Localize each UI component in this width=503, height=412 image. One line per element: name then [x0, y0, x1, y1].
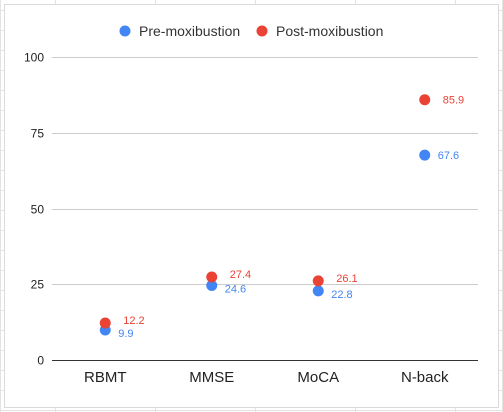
- y-axis-ticks: 0 25 50 75 100: [24, 51, 44, 368]
- gridlines: [52, 57, 478, 361]
- x-axis-ticks: RBMT MMSE MoCA N-back: [84, 369, 449, 386]
- data-labels: 9.912.2 24.6 27.4 22.8 26.1 67.6 85.9: [118, 95, 464, 340]
- legend-marker: [119, 25, 131, 37]
- legend-label: Pre-moxibustion: [139, 23, 240, 39]
- y-tick-label: 50: [31, 203, 45, 217]
- data-point-pre: [419, 149, 431, 161]
- data-point-post: [99, 317, 111, 329]
- data-label-pre: 22.8: [331, 289, 352, 301]
- x-tick-label: MoCA: [297, 369, 339, 386]
- y-tick-label: 25: [31, 278, 45, 292]
- data-label-post: 85.9: [443, 95, 464, 107]
- y-tick-label: 100: [24, 51, 44, 65]
- legend-label: Post-moxibustion: [276, 23, 383, 39]
- x-tick-label: MMSE: [189, 369, 234, 386]
- legend-marker: [256, 25, 268, 37]
- y-tick-label: 0: [37, 354, 44, 368]
- data-label-post: 12.2: [123, 315, 144, 327]
- data-point-post: [312, 275, 324, 287]
- x-tick-label: N-back: [401, 369, 449, 386]
- data-label-post: 27.4: [230, 269, 251, 281]
- data-label-pre: 24.6: [225, 283, 246, 295]
- data-label-pre: 9.9: [118, 328, 133, 340]
- data-label-pre: 67.6: [438, 150, 459, 162]
- data-point-pre: [206, 279, 218, 291]
- legend: Pre-moxibustion Post-moxibustion: [119, 23, 383, 39]
- data-label-post: 26.1: [336, 273, 357, 285]
- data-point-pre: [312, 285, 324, 297]
- data-points: [99, 94, 431, 336]
- data-point-post: [206, 271, 218, 283]
- data-point-post: [419, 94, 431, 106]
- y-tick-label: 75: [31, 127, 45, 141]
- x-tick-label: RBMT: [84, 369, 127, 386]
- chart-border: [4, 4, 499, 408]
